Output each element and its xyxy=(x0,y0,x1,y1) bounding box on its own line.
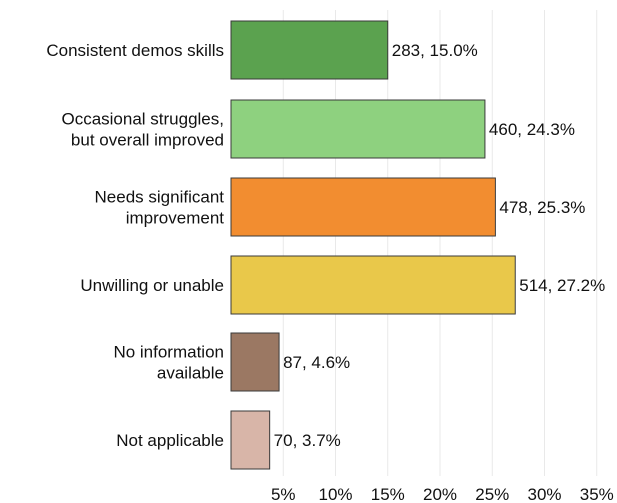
x-axis-ticks: 5% 10% 15% 20% 25% 30% 35% xyxy=(271,485,614,503)
category-label: No information available xyxy=(113,343,224,383)
data-label: 70, 3.7% xyxy=(274,431,341,450)
category-label: Consistent demos skills xyxy=(46,41,224,60)
gridlines xyxy=(282,10,598,476)
data-label: 87, 4.6% xyxy=(283,353,350,372)
bar xyxy=(230,177,496,237)
bar xyxy=(230,99,486,159)
data-label: 514, 27.2% xyxy=(519,276,605,295)
category-label: Unwilling or unable xyxy=(80,276,224,295)
x-tick-label: 15% xyxy=(371,485,405,503)
bar xyxy=(230,410,271,470)
data-label: 460, 24.3% xyxy=(489,120,575,139)
bar xyxy=(230,255,516,315)
bar xyxy=(230,20,389,80)
x-tick-label: 5% xyxy=(271,485,296,503)
bar xyxy=(230,332,280,392)
data-labels: 283, 15.0% 460, 24.3% 478, 25.3% 514, 27.2%… xyxy=(274,41,606,450)
category-label: Occasional struggles, but overall improve… xyxy=(61,110,224,150)
data-label: 283, 15.0% xyxy=(392,41,478,60)
data-label: 478, 25.3% xyxy=(499,198,585,217)
bars xyxy=(230,20,516,470)
x-tick-label: 10% xyxy=(318,485,352,503)
category-labels: Consistent demos skills Occasional strugg… xyxy=(46,41,224,450)
category-label: Needs significant improvement xyxy=(95,188,225,228)
x-tick-label: 35% xyxy=(580,485,614,503)
x-tick-label: 25% xyxy=(475,485,509,503)
category-label: Not applicable xyxy=(116,431,224,450)
x-tick-label: 30% xyxy=(527,485,561,503)
x-tick-label: 20% xyxy=(423,485,457,503)
